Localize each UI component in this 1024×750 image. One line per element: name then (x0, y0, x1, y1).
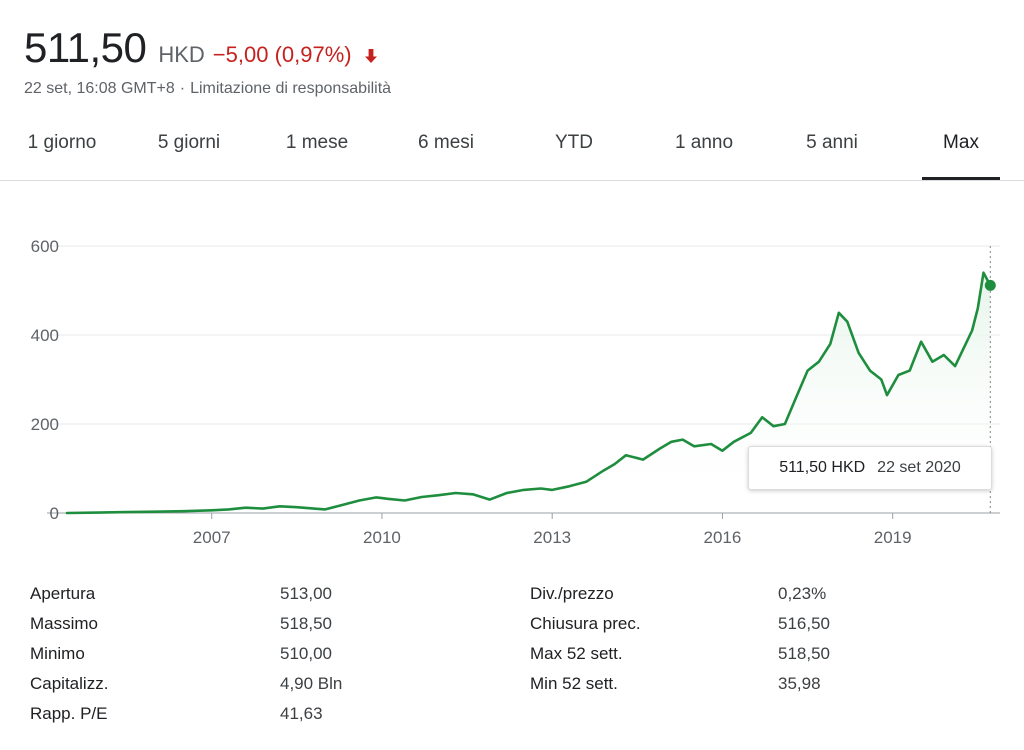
range-tabs: 1 giorno 5 giorni 1 mese 6 mesi YTD 1 an… (0, 118, 1024, 181)
stat-label: Capitalizz. (30, 674, 109, 693)
stat-value: 510,00 (280, 644, 332, 663)
stat-row: Min 52 sett. 35,98 (530, 674, 980, 704)
stat-row: Apertura 513,00 (30, 584, 480, 614)
x-tick-label: 2007 (193, 528, 231, 547)
last-price-point (984, 279, 996, 291)
tab-1-giorno[interactable]: 1 giorno (27, 132, 97, 153)
stat-row: Max 52 sett. 518,50 (530, 644, 980, 674)
tab-1-mese[interactable]: 1 mese (285, 132, 349, 153)
stat-label: Rapp. P/E (30, 704, 108, 723)
stat-row: Chiusura prec. 516,50 (530, 614, 980, 644)
x-tick-label: 2019 (874, 528, 912, 547)
x-tick-label: 2010 (363, 528, 401, 547)
price-line (65, 271, 992, 515)
price-chart[interactable]: 0 200 400 600 2007 2010 2013 2016 2019 (0, 226, 1024, 556)
tab-1-anno[interactable]: 1 anno (674, 132, 734, 153)
stat-row: Massimo 518,50 (30, 614, 480, 644)
price-line: 511,50 HKD −5,00 (0,97%) (24, 24, 391, 72)
x-tick-label: 2013 (533, 528, 571, 547)
y-tick-label: 600 (31, 237, 59, 256)
tab-ytd[interactable]: YTD (555, 132, 593, 153)
y-tick-label: 0 (50, 504, 59, 523)
quote-subline: 22 set, 16:08 GMT+8 · Limitazione di respo… (24, 80, 391, 98)
disclaimer-link[interactable]: Limitazione di responsabilità (190, 80, 392, 97)
x-tick-label: 2016 (704, 528, 742, 547)
price-change: −5,00 (0,97%) (213, 42, 378, 68)
stat-value: 518,50 (280, 614, 332, 633)
y-tick-label: 400 (31, 326, 59, 345)
stat-label: Apertura (30, 584, 96, 603)
chart-tooltip: 511,50 HKD 22 set 2020 (748, 446, 992, 490)
stat-value: 513,00 (280, 584, 332, 603)
tab-6-mesi[interactable]: 6 mesi (418, 132, 474, 153)
price-change-value: −5,00 (0,97%) (212, 42, 352, 67)
stat-row: Capitalizz. 4,90 Bln (30, 674, 480, 704)
stat-value: 518,50 (778, 644, 830, 663)
tab-5-giorni[interactable]: 5 giorni (157, 132, 221, 153)
stat-value: 4,90 Bln (280, 674, 343, 693)
arrow-down-icon (364, 44, 378, 70)
stat-label: Minimo (30, 644, 85, 663)
tab-max[interactable]: Max (943, 132, 979, 153)
tooltip-date: 22 set 2020 (877, 459, 961, 476)
stat-label: Massimo (30, 614, 99, 633)
stat-row: Rapp. P/E 41,63 (30, 704, 480, 734)
quote-header: 511,50 HKD −5,00 (0,97%) 22 set, 16:08 G… (24, 24, 391, 98)
stat-row: Div./prezzo 0,23% (530, 584, 980, 614)
subline-separator: · (179, 80, 186, 97)
stat-label: Max 52 sett. (530, 644, 623, 663)
currency-code: HKD (158, 42, 205, 67)
quote-timestamp: 22 set, 16:08 GMT+8 (24, 80, 175, 97)
current-price: 511,50 (24, 24, 147, 71)
y-tick-label: 200 (31, 415, 59, 434)
stat-row: Minimo 510,00 (30, 644, 480, 674)
active-tab-indicator (922, 177, 1000, 180)
stat-label: Chiusura prec. (530, 614, 641, 633)
stat-value: 516,50 (778, 614, 830, 633)
stat-value: 35,98 (778, 674, 821, 693)
tooltip-price: 511,50 HKD (779, 459, 866, 476)
stat-value: 41,63 (280, 704, 323, 723)
stat-label: Min 52 sett. (530, 674, 618, 693)
stat-label: Div./prezzo (530, 584, 614, 603)
tab-5-anni[interactable]: 5 anni (806, 132, 858, 153)
stat-value: 0,23% (778, 584, 827, 603)
